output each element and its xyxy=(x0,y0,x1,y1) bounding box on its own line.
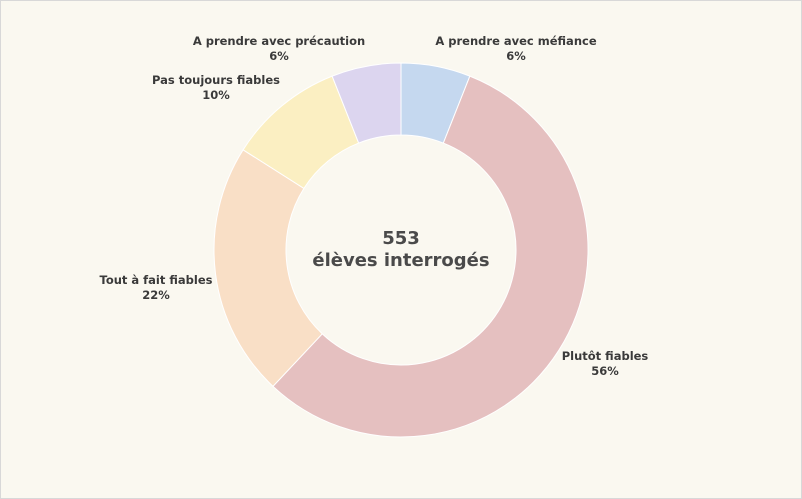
donut-slice-4 xyxy=(331,62,402,144)
label-plutot-pct: 56% xyxy=(591,364,619,378)
center-count: 553 xyxy=(382,228,420,249)
label-pas-toujours-name: Pas toujours fiables xyxy=(152,73,280,87)
label-mefiance-name: A prendre avec méfiance xyxy=(435,34,596,48)
label-plutot-name: Plutôt fiables xyxy=(562,349,649,363)
label-tout-pct: 22% xyxy=(142,288,170,302)
donut-slice-2 xyxy=(213,149,323,388)
label-tout-name: Tout à fait fiables xyxy=(100,273,213,287)
label-pas-toujours-pct: 10% xyxy=(202,88,230,102)
label-mefiance-pct: 6% xyxy=(506,49,526,63)
center-caption: élèves interrogés xyxy=(312,250,489,271)
donut-slices xyxy=(213,62,589,438)
donut-slice-1 xyxy=(272,75,589,438)
label-precaution-name: A prendre avec précaution xyxy=(193,34,365,48)
label-precaution-pct: 6% xyxy=(269,49,289,63)
